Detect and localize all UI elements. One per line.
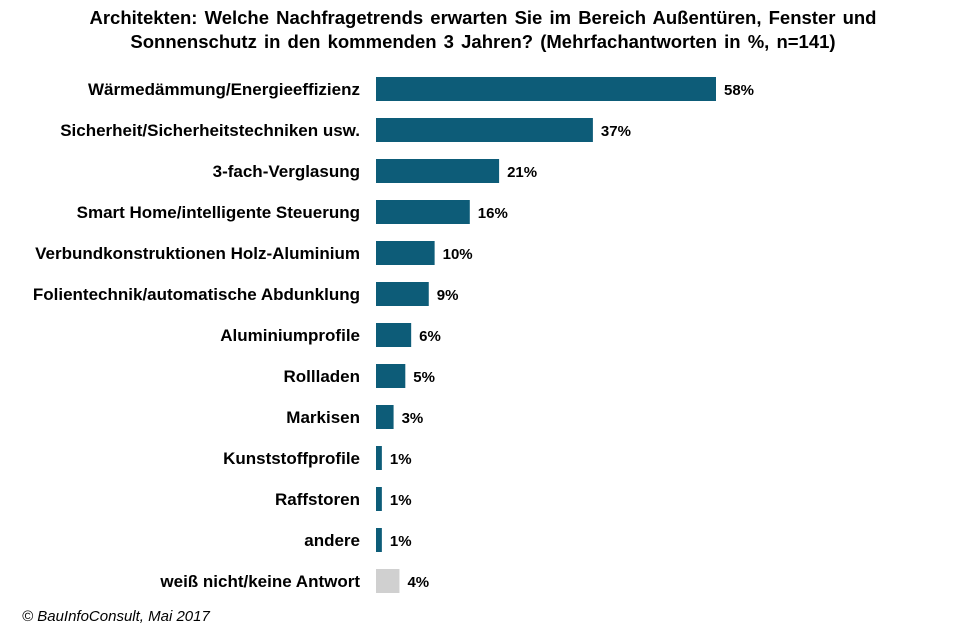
- category-label: Kunststoffprofile: [223, 449, 360, 468]
- value-label: 16%: [478, 205, 508, 222]
- value-label: 6%: [419, 328, 441, 345]
- value-label: 1%: [390, 533, 412, 550]
- value-label: 58%: [724, 82, 754, 99]
- value-label: 3%: [402, 410, 424, 427]
- category-label: Aluminiumprofile: [220, 326, 360, 345]
- bar: [376, 569, 400, 593]
- bar: [376, 487, 382, 511]
- value-label: 21%: [507, 164, 537, 181]
- bar: [376, 159, 500, 183]
- category-label: Verbundkonstruktionen Holz-Aluminium: [35, 244, 360, 263]
- bar-chart: Wärmedämmung/Energieeffizienz 58% Sicherhe…: [33, 77, 754, 593]
- bar: [376, 77, 716, 101]
- category-label: Wärmedämmung/Energieeffizienz: [88, 80, 360, 99]
- category-label: Markisen: [286, 408, 360, 427]
- source-note: © BauInfoConsult, Mai 2017: [22, 608, 210, 625]
- category-label: Folientechnik/automatische Abdunklung: [33, 285, 360, 304]
- chart-title-line-1: Architekten: Welche Nachfragetrends erwa…: [89, 7, 877, 28]
- category-label: Raffstoren: [275, 490, 360, 509]
- bar: [376, 405, 394, 429]
- category-label: 3-fach-Verglasung: [213, 162, 360, 181]
- bar: [376, 323, 412, 347]
- bar: [376, 364, 406, 388]
- category-label: weiß nicht/keine Antwort: [159, 572, 360, 591]
- bar: [376, 446, 382, 470]
- category-label: Sicherheit/Sicherheitstechniken usw.: [60, 121, 360, 140]
- bar: [376, 241, 435, 265]
- value-label: 37%: [601, 123, 631, 140]
- value-label: 1%: [390, 492, 412, 509]
- bar: [376, 200, 470, 224]
- bar: [376, 528, 382, 552]
- value-label: 9%: [437, 287, 459, 304]
- category-label: andere: [304, 531, 360, 550]
- value-label: 4%: [407, 574, 429, 591]
- bar: [376, 282, 429, 306]
- chart-title-line-2: Sonnenschutz in den kommenden 3 Jahren? …: [130, 31, 836, 52]
- value-label: 10%: [443, 246, 473, 263]
- chart-title: Architekten: Welche Nachfragetrends erwa…: [0, 6, 966, 54]
- value-label: 5%: [413, 369, 435, 386]
- category-label: Smart Home/intelligente Steuerung: [77, 203, 360, 222]
- category-label: Rollladen: [283, 367, 360, 386]
- bar: [376, 118, 593, 142]
- value-label: 1%: [390, 451, 412, 468]
